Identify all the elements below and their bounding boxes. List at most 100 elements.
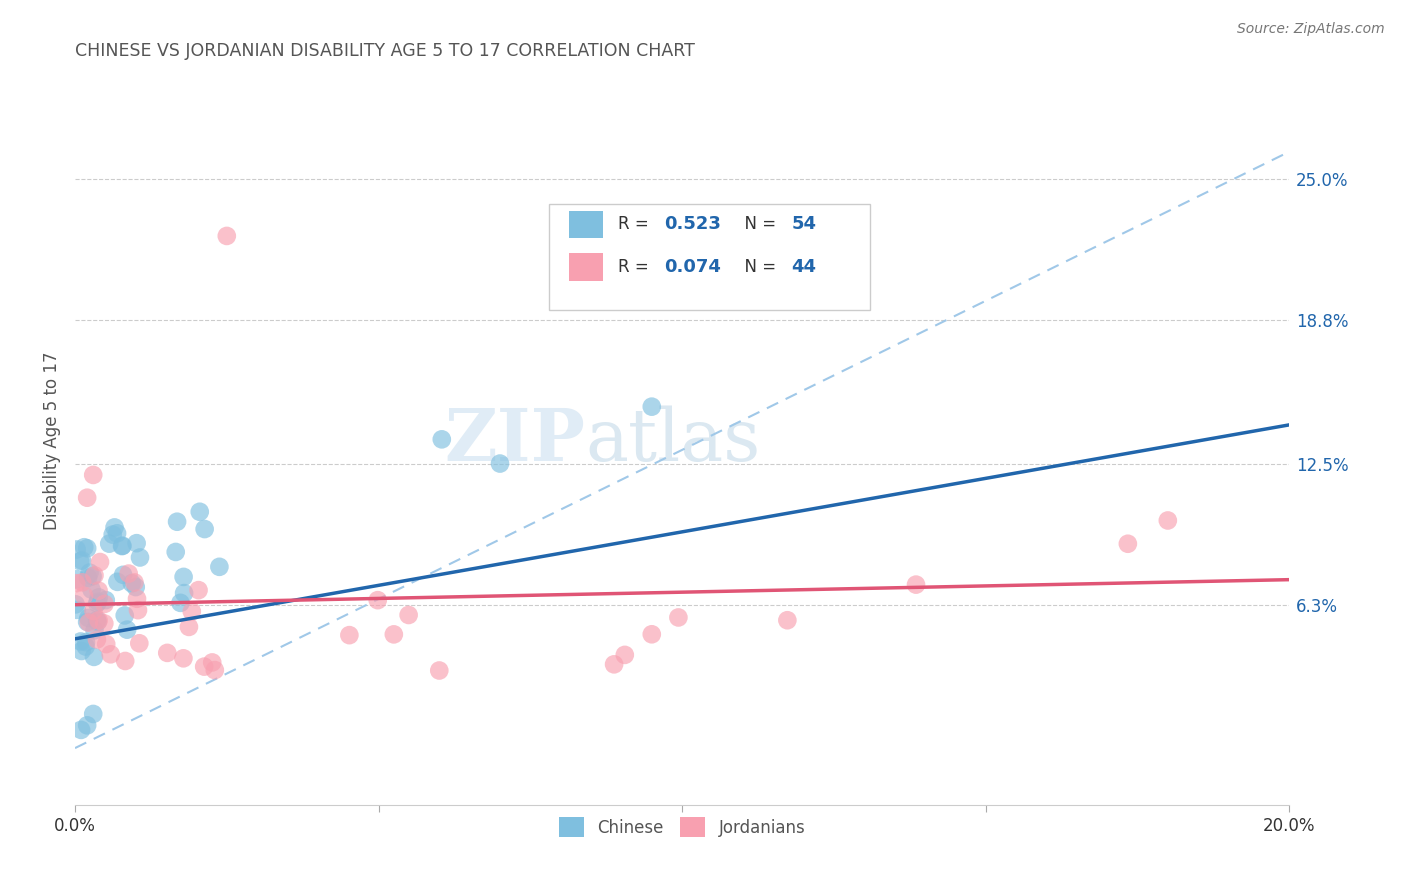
Point [337,628,360,642]
Point [86,613,108,627]
Point [94,593,117,607]
Point [77,571,100,585]
Point [103,520,125,534]
Point [166,515,188,529]
Point [80,582,103,597]
Point [180,604,202,618]
Point [100,648,122,662]
Point [69,634,91,648]
Point [87,614,110,628]
Point [75,640,97,654]
Point [367,593,389,607]
Point [70,575,93,590]
Point [118,566,141,581]
Point [382,627,405,641]
Point [172,651,194,665]
Point [125,591,148,606]
Point [82,706,104,721]
Point [83,624,105,638]
Point [70,644,93,658]
Point [668,610,690,624]
Point [776,613,799,627]
Text: CHINESE VS JORDANIAN DISABILITY AGE 5 TO 17 CORRELATION CHART: CHINESE VS JORDANIAN DISABILITY AGE 5 TO… [75,42,695,60]
FancyBboxPatch shape [569,252,603,281]
Point [77,611,100,625]
Legend: Chinese, Jordanians: Chinese, Jordanians [553,810,813,844]
Point [77,615,100,630]
Point [66,572,89,586]
Point [398,607,420,622]
Point [89,555,111,569]
Point [111,539,134,553]
Point [65,598,87,612]
Point [430,433,453,447]
Text: 0.074: 0.074 [664,258,721,276]
Text: 54: 54 [792,216,817,234]
Text: Source: ZipAtlas.com: Source: ZipAtlas.com [1237,22,1385,37]
FancyBboxPatch shape [548,204,870,310]
Point [193,659,215,673]
Text: atlas: atlas [585,406,761,476]
Point [111,539,134,553]
Point [82,569,104,583]
Point [98,536,121,550]
Point [105,526,128,541]
Point [1116,537,1139,551]
Point [73,540,96,554]
Point [75,635,97,649]
Text: N =: N = [734,258,782,276]
Y-axis label: Disability Age 5 to 17: Disability Age 5 to 17 [44,351,60,530]
Point [215,229,238,244]
Point [82,467,104,482]
Point [87,583,110,598]
Text: 44: 44 [792,258,817,276]
Point [201,656,224,670]
Point [188,505,211,519]
Point [76,541,98,556]
Point [127,603,149,617]
Text: N =: N = [734,216,782,234]
Point [79,566,101,580]
Point [76,491,98,505]
Point [125,536,148,550]
Point [194,522,217,536]
Point [114,608,136,623]
Point [169,596,191,610]
Point [905,577,928,591]
Point [177,620,200,634]
Point [86,596,108,610]
Point [96,637,118,651]
Point [114,654,136,668]
Point [641,627,664,641]
Text: ZIP: ZIP [444,405,585,476]
Point [603,657,626,672]
Point [173,586,195,600]
Point [105,574,128,589]
Point [187,583,209,598]
Point [70,553,93,567]
Point [173,570,195,584]
Text: 0.523: 0.523 [664,216,721,234]
Point [87,595,110,609]
Point [489,457,512,471]
Point [93,597,115,611]
Point [70,723,93,737]
FancyBboxPatch shape [569,211,603,238]
Point [129,550,152,565]
Point [73,589,96,603]
Point [165,545,187,559]
Point [93,616,115,631]
Point [82,604,104,618]
Point [87,591,110,605]
Point [76,615,98,629]
Point [156,646,179,660]
Point [112,567,135,582]
Point [66,603,89,617]
Point [65,542,87,557]
Point [613,648,636,662]
Point [83,649,105,664]
Point [121,576,143,591]
Point [86,632,108,647]
Point [124,575,146,590]
Point [76,718,98,732]
